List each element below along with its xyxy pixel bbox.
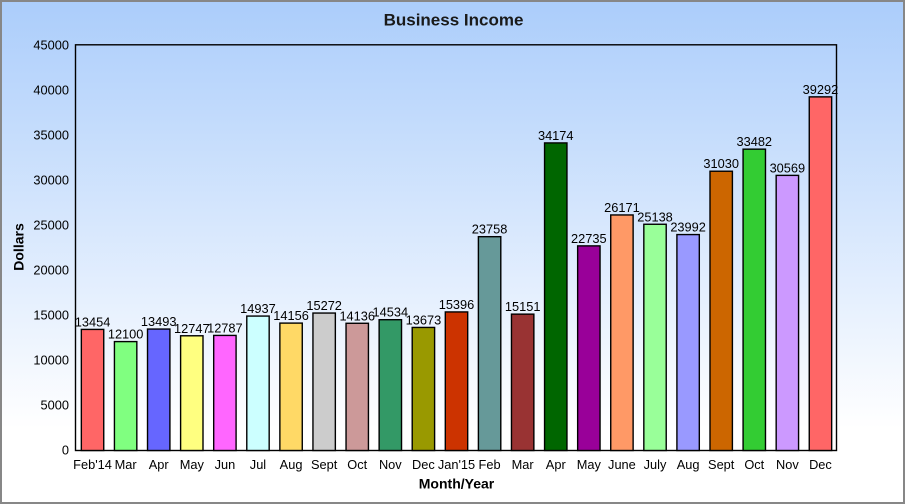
svg-text:39292: 39292 xyxy=(803,82,839,97)
svg-text:35000: 35000 xyxy=(33,127,69,142)
svg-text:15396: 15396 xyxy=(439,297,475,312)
svg-text:Month/Year: Month/Year xyxy=(419,476,495,492)
svg-text:Nov: Nov xyxy=(379,457,402,472)
svg-text:31030: 31030 xyxy=(703,156,739,171)
svg-text:26171: 26171 xyxy=(604,200,640,215)
svg-text:40000: 40000 xyxy=(33,82,69,97)
svg-text:13454: 13454 xyxy=(75,314,111,329)
svg-text:15151: 15151 xyxy=(505,299,541,314)
svg-text:15272: 15272 xyxy=(306,298,342,313)
svg-text:25138: 25138 xyxy=(637,209,673,224)
svg-text:45000: 45000 xyxy=(33,37,69,52)
svg-text:25000: 25000 xyxy=(33,217,69,232)
svg-text:May: May xyxy=(577,457,602,472)
svg-text:12100: 12100 xyxy=(108,327,144,342)
svg-text:Feb'14: Feb'14 xyxy=(73,457,112,472)
svg-text:Jan'15: Jan'15 xyxy=(438,457,475,472)
svg-text:13493: 13493 xyxy=(141,314,177,329)
svg-text:Nov: Nov xyxy=(776,457,799,472)
svg-text:22735: 22735 xyxy=(571,231,607,246)
svg-text:23992: 23992 xyxy=(670,220,706,235)
svg-text:Sept: Sept xyxy=(311,457,338,472)
svg-text:Feb: Feb xyxy=(479,457,501,472)
svg-text:33482: 33482 xyxy=(736,134,772,149)
svg-text:Dec: Dec xyxy=(809,457,832,472)
svg-text:14156: 14156 xyxy=(273,308,309,323)
svg-text:June: June xyxy=(608,457,636,472)
svg-text:15000: 15000 xyxy=(33,307,69,322)
svg-text:Dollars: Dollars xyxy=(11,223,27,271)
svg-text:14136: 14136 xyxy=(339,308,375,323)
svg-text:5000: 5000 xyxy=(41,397,69,412)
svg-text:14534: 14534 xyxy=(373,305,409,320)
svg-text:May: May xyxy=(180,457,205,472)
svg-text:23758: 23758 xyxy=(472,222,508,237)
svg-text:14937: 14937 xyxy=(240,301,276,316)
svg-text:10000: 10000 xyxy=(33,352,69,367)
svg-text:Jun: Jun xyxy=(215,457,236,472)
svg-text:12747: 12747 xyxy=(174,321,210,336)
svg-text:12787: 12787 xyxy=(207,320,243,335)
svg-text:Mar: Mar xyxy=(115,457,138,472)
svg-text:Sept: Sept xyxy=(708,457,735,472)
svg-text:20000: 20000 xyxy=(33,262,69,277)
svg-text:Oct: Oct xyxy=(347,457,367,472)
svg-text:30569: 30569 xyxy=(770,160,806,175)
svg-text:13673: 13673 xyxy=(406,312,442,327)
svg-text:Aug: Aug xyxy=(280,457,303,472)
svg-text:34174: 34174 xyxy=(538,128,574,143)
svg-text:Apr: Apr xyxy=(546,457,567,472)
svg-text:Dec: Dec xyxy=(412,457,435,472)
svg-text:0: 0 xyxy=(62,442,69,457)
svg-text:Oct: Oct xyxy=(744,457,764,472)
svg-text:30000: 30000 xyxy=(33,172,69,187)
svg-text:Aug: Aug xyxy=(677,457,700,472)
svg-text:July: July xyxy=(644,457,667,472)
svg-text:Business Income: Business Income xyxy=(384,11,524,30)
svg-text:Jul: Jul xyxy=(250,457,266,472)
svg-text:Apr: Apr xyxy=(149,457,170,472)
svg-text:Mar: Mar xyxy=(512,457,535,472)
